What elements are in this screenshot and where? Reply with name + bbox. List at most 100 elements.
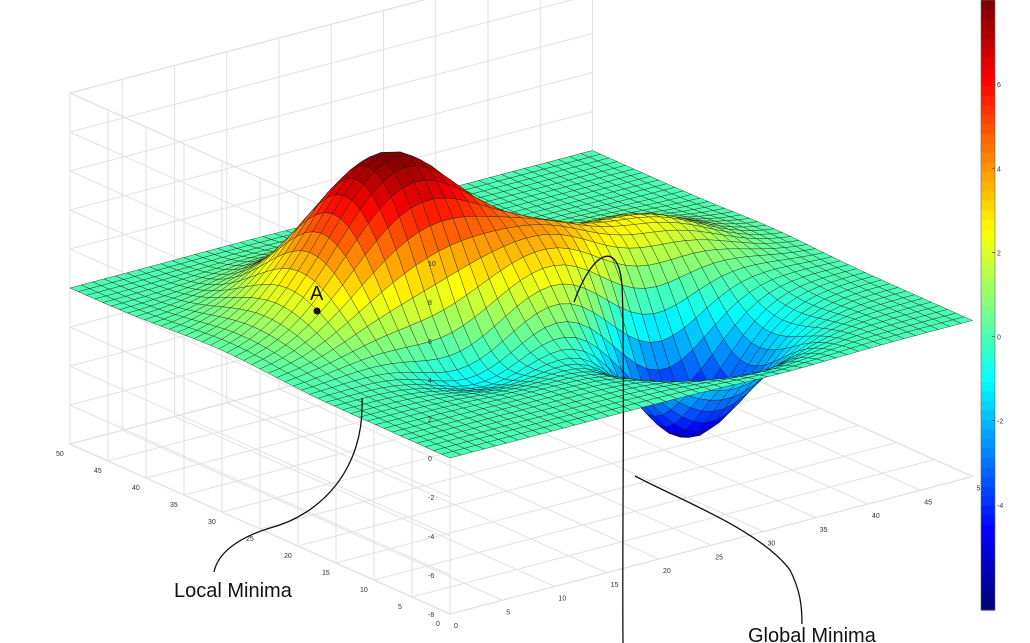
x-tick-label: 20 bbox=[663, 568, 671, 575]
colorbar-tick-label: 0 bbox=[997, 335, 1001, 342]
colorbar-band bbox=[981, 419, 995, 430]
y-tick-label: 20 bbox=[284, 553, 292, 560]
colorbar-band bbox=[981, 190, 995, 201]
colorbar-band bbox=[981, 571, 995, 583]
colorbar-tick-label: 4 bbox=[997, 166, 1001, 173]
colorbar-band bbox=[981, 114, 995, 125]
colorbar-band bbox=[981, 333, 995, 344]
gridline-wall-z-left bbox=[69, 404, 451, 576]
colorbar-band bbox=[981, 181, 995, 192]
colorbar-band bbox=[981, 371, 995, 382]
colorbar-band bbox=[981, 381, 995, 392]
colorbar-band bbox=[981, 104, 995, 115]
colorbar-band bbox=[981, 409, 995, 420]
colorbar-band bbox=[981, 305, 995, 316]
colorbar-band bbox=[981, 238, 995, 249]
y-tick-label: 15 bbox=[322, 570, 330, 577]
x-tick-label: 0 bbox=[454, 623, 458, 630]
colorbar-band bbox=[981, 209, 995, 220]
y-tick-label: 50 bbox=[56, 451, 64, 458]
y-tick-label: 30 bbox=[208, 519, 216, 526]
colorbar-band bbox=[981, 76, 995, 87]
colorbar-band bbox=[981, 390, 995, 401]
gridline-floor-y bbox=[449, 476, 973, 615]
colorbar-band bbox=[981, 0, 995, 11]
colorbar-band bbox=[981, 162, 995, 173]
surface-patch bbox=[952, 316, 974, 324]
colorbar-band bbox=[981, 219, 995, 230]
colorbar-band bbox=[981, 133, 995, 144]
colorbar-band bbox=[981, 228, 995, 239]
y-tick-label: 40 bbox=[132, 485, 140, 492]
x-tick-label: 15 bbox=[611, 582, 619, 589]
z-tick-label: 0 bbox=[428, 456, 432, 463]
point-a-marker bbox=[313, 307, 321, 315]
gridline-floor-y bbox=[297, 408, 821, 547]
gridline-wall-z-left bbox=[69, 443, 451, 615]
colorbar-band bbox=[981, 590, 995, 602]
colorbar-band bbox=[981, 257, 995, 268]
colorbar-frame bbox=[980, 0, 996, 611]
z-tick-label: -8 bbox=[428, 612, 434, 619]
colorbar-band bbox=[981, 200, 995, 211]
colorbar-tick-label: 2 bbox=[997, 250, 1001, 257]
colorbar-band bbox=[981, 467, 995, 478]
colorbar-band bbox=[981, 324, 995, 335]
colorbar-band bbox=[981, 562, 995, 573]
colorbar-band bbox=[981, 295, 995, 306]
z-tick-label: -4 bbox=[428, 534, 434, 541]
colorbar-band bbox=[981, 524, 995, 535]
gridline-wall-z-back bbox=[69, 0, 574, 133]
colorbar-band bbox=[981, 38, 995, 49]
x-tick-label: 35 bbox=[820, 527, 828, 534]
y-tick-label: 0 bbox=[436, 621, 440, 628]
z-tick-label: 8 bbox=[428, 300, 432, 307]
colorbar-band bbox=[981, 142, 995, 154]
gridline-floor-y bbox=[373, 442, 897, 581]
x-tick-label: 40 bbox=[872, 513, 880, 520]
local-minima-label: Local Minima bbox=[174, 580, 293, 602]
colorbar-band bbox=[981, 152, 995, 163]
colorbar-band bbox=[981, 457, 995, 468]
colorbar-band bbox=[981, 285, 995, 297]
colorbar-band bbox=[981, 400, 995, 411]
colorbar-band bbox=[981, 123, 995, 135]
gridline-wall-z-back bbox=[69, 0, 426, 94]
colorbar-band bbox=[981, 438, 995, 449]
axis-tick-labels: -8-6-4-202468100510152025303540455051015… bbox=[56, 261, 981, 630]
z-tick-label: 10 bbox=[428, 261, 436, 268]
x-tick-label: 45 bbox=[924, 499, 932, 506]
z-tick-label: 4 bbox=[428, 378, 432, 385]
x-tick-label: 30 bbox=[768, 541, 776, 548]
colorbar-band bbox=[981, 543, 995, 554]
colorbar-band bbox=[981, 447, 995, 459]
y-tick-label: 45 bbox=[94, 468, 102, 475]
colorbar-band bbox=[981, 495, 995, 506]
z-tick-label: -6 bbox=[428, 573, 434, 580]
colorbar-band bbox=[981, 343, 995, 354]
colorbar-band bbox=[981, 486, 995, 497]
point-a-label: A bbox=[310, 283, 324, 305]
colorbar-band bbox=[981, 600, 995, 611]
colorbar-tick-label: -4 bbox=[997, 503, 1003, 510]
gridline-floor-y bbox=[411, 459, 935, 598]
colorbar-band bbox=[981, 476, 995, 487]
global-minima-leader-line bbox=[573, 255, 625, 643]
colorbar-band bbox=[981, 362, 995, 373]
gridline-floor-y bbox=[335, 425, 859, 564]
y-tick-label: 35 bbox=[170, 502, 178, 509]
gridline-wall-z-back bbox=[69, 111, 593, 250]
colorbar-band bbox=[981, 514, 995, 525]
colorbar-tick-label: 6 bbox=[997, 82, 1001, 89]
colorbar-band bbox=[981, 428, 995, 440]
z-tick-label: -2 bbox=[428, 495, 434, 502]
z-tick-label: 6 bbox=[428, 339, 432, 346]
colorbar-band bbox=[981, 352, 995, 363]
colorbar-band bbox=[981, 171, 995, 182]
y-tick-label: 5 bbox=[398, 604, 402, 611]
colorbar-band bbox=[981, 9, 995, 20]
colorbar-band bbox=[981, 95, 995, 106]
colorbar-band bbox=[981, 47, 995, 58]
global-minima-label: Global Minima bbox=[748, 625, 877, 643]
colorbar-band bbox=[981, 552, 995, 563]
